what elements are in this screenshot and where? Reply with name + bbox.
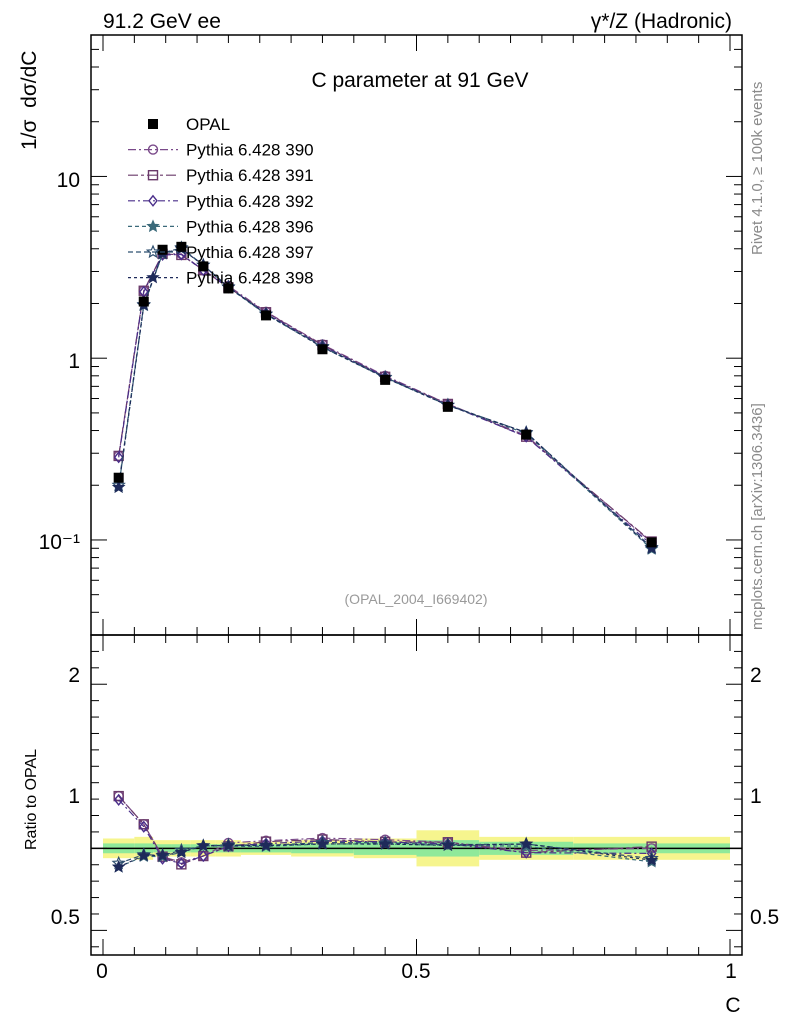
header-left: 91.2 GeV ee xyxy=(103,10,221,33)
ratio-2-point-0 xyxy=(113,793,124,806)
opal-point-4 xyxy=(198,261,209,272)
ratio-series xyxy=(111,790,659,873)
series-2-point-0 xyxy=(113,451,124,464)
ratio-5-point-5 xyxy=(221,838,236,852)
legend-marker-3 xyxy=(146,219,160,233)
ratio-frame xyxy=(90,634,743,956)
x-axis-label: C xyxy=(725,994,740,1017)
opal-point-1 xyxy=(138,296,149,307)
ratio-5-point-0 xyxy=(112,859,126,873)
ratio-2-point-3 xyxy=(176,857,187,870)
series-line-5 xyxy=(118,248,653,549)
opal-point-11 xyxy=(646,537,657,548)
ratio-line-0 xyxy=(118,795,652,863)
legend-marker-1 xyxy=(147,169,159,181)
legend-marker-5 xyxy=(146,270,160,284)
x-tick-label-1: 1 xyxy=(725,960,737,983)
rivet-label: Rivet 4.1.0, ≥ 100k events xyxy=(749,82,766,255)
opal-point-3 xyxy=(176,241,187,252)
x-tick-label-0: 0 xyxy=(96,960,108,983)
legend-label-1: Pythia 6.428 391 xyxy=(186,166,314,185)
ratio-5-point-6 xyxy=(259,838,273,852)
ratio-5-point-7 xyxy=(315,836,330,850)
ratio-2-point-4 xyxy=(198,849,209,863)
x-tick-label-0.5: 0.5 xyxy=(401,960,430,983)
opal-point-6 xyxy=(261,310,272,321)
opal-point-10 xyxy=(521,429,532,440)
series-5-point-0 xyxy=(112,480,126,493)
y-axis-label: 1/σ dσ/dC xyxy=(18,51,41,150)
opal-point-5 xyxy=(223,283,234,294)
ratio-5-point-9 xyxy=(441,838,455,851)
header-right: γ*/Z (Hadronic) xyxy=(591,10,732,33)
series-line-0 xyxy=(118,253,652,543)
legend-marker-0 xyxy=(147,144,159,155)
legend: OPAL Pythia 6.428 390 Pythia 6.428 391 Pyth… xyxy=(128,115,314,288)
ratio-tick-label-right-1: 1 xyxy=(750,785,762,808)
ratio-5-point-10 xyxy=(519,836,533,850)
y-tick-label-0.1: 10⁻¹ xyxy=(39,531,80,554)
ratio-1-point-1 xyxy=(138,819,149,830)
series-line-4 xyxy=(118,247,653,548)
ratio-y-axis-label: Ratio to OPAL xyxy=(23,749,40,850)
legend-label-opal: OPAL xyxy=(186,115,230,134)
opal-point-9 xyxy=(442,401,453,412)
ratio-tick-label-right-0.5: 0.5 xyxy=(750,906,779,929)
legend-label-4: Pythia 6.428 397 xyxy=(186,243,314,262)
y-tick-label-1: 1 xyxy=(68,350,80,373)
series-line-1 xyxy=(118,253,652,543)
ratio-5-point-2 xyxy=(155,848,170,862)
legend-marker-opal xyxy=(148,119,158,129)
chart-title: C parameter at 91 GeV xyxy=(311,69,528,92)
legend-label-5: Pythia 6.428 398 xyxy=(186,269,314,288)
ratio-tick-label-1: 1 xyxy=(68,785,80,808)
ratio-2-point-10 xyxy=(521,846,532,859)
opal-point-2 xyxy=(157,244,168,255)
y-tick-label-10: 10 xyxy=(57,169,80,192)
series-line-2 xyxy=(118,253,652,546)
axis-ticks xyxy=(91,34,742,955)
legend-label-2: Pythia 6.428 392 xyxy=(186,192,314,211)
ratio-tick-label-2: 2 xyxy=(68,664,80,687)
ratio-tick-label-0.5: 0.5 xyxy=(51,906,80,929)
opal-point-8 xyxy=(380,374,391,385)
ratio-5-point-1 xyxy=(136,848,151,862)
ratio-5-point-4 xyxy=(196,838,210,852)
legend-marker-2 xyxy=(148,194,158,207)
mcplots-label: mcplots.cern.ch [arXiv:1306.3436] xyxy=(749,403,766,630)
ratio-5-point-3 xyxy=(174,845,189,859)
ratio-2-point-1 xyxy=(138,820,149,833)
series-line-3 xyxy=(118,248,653,550)
legend-marker-4 xyxy=(145,244,161,259)
legend-label-0: Pythia 6.428 390 xyxy=(186,141,314,160)
watermark: (OPAL_2004_I669402) xyxy=(345,591,488,607)
opal-point-0 xyxy=(113,472,124,483)
ratio-5-point-11 xyxy=(644,853,659,866)
legend-label-3: Pythia 6.428 396 xyxy=(186,217,314,236)
ratio-tick-label-right-2: 2 xyxy=(750,664,762,687)
ratio-5-point-8 xyxy=(378,836,392,850)
main-series xyxy=(111,240,659,555)
opal-point-7 xyxy=(317,344,328,355)
